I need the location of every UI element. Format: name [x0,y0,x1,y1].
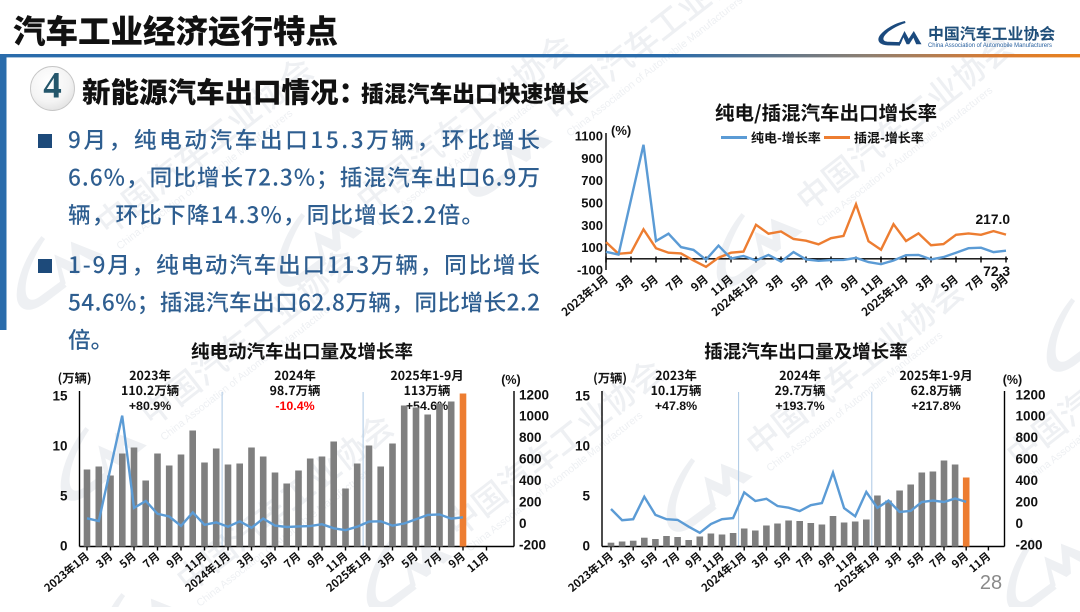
svg-text:-200: -200 [519,537,546,552]
svg-text:1200: 1200 [1016,387,1046,402]
svg-text:+47.8%: +47.8% [655,399,697,413]
svg-text:-200: -200 [1016,537,1043,552]
svg-text:China Association of Automobil: China Association of Automobile Manufact… [928,42,1053,49]
svg-text:+217.8%: +217.8% [911,399,960,413]
svg-text:800: 800 [1016,430,1039,445]
svg-text:100: 100 [581,240,603,255]
svg-text:72.3: 72.3 [983,264,1010,279]
svg-text:-100: -100 [577,262,603,277]
svg-text:200: 200 [1016,494,1039,509]
svg-text:15: 15 [52,388,68,403]
svg-text:+80.9%: +80.9% [129,399,171,413]
svg-text:(%): (%) [611,123,631,138]
svg-text:600: 600 [519,452,542,467]
svg-text:0: 0 [1016,516,1024,531]
svg-text:500: 500 [581,196,603,211]
svg-text:5: 5 [582,488,590,503]
svg-text:(%): (%) [501,373,520,387]
svg-text:10: 10 [52,438,67,453]
svg-text:600: 600 [1016,452,1039,467]
svg-text:1000: 1000 [519,409,549,424]
svg-text:0: 0 [60,538,68,553]
svg-text:300: 300 [581,218,603,233]
svg-text:900: 900 [581,151,603,166]
svg-text:400: 400 [1016,473,1039,488]
svg-text:+193.7%: +193.7% [775,399,824,413]
svg-text:-10.4%: -10.4% [275,399,314,413]
svg-text:1200: 1200 [519,387,549,402]
svg-text:15: 15 [575,388,591,403]
svg-text:0: 0 [519,516,527,531]
svg-text:5: 5 [60,488,68,503]
svg-text:1000: 1000 [1016,409,1046,424]
svg-text:(%): (%) [1003,373,1022,387]
svg-text:28: 28 [980,572,1002,594]
svg-text:10: 10 [575,438,590,453]
svg-text:217.0: 217.0 [975,212,1010,227]
svg-text:400: 400 [519,473,542,488]
svg-text:200: 200 [519,494,542,509]
svg-text:4: 4 [43,66,62,107]
svg-text:0: 0 [582,538,590,553]
svg-text:800: 800 [519,430,542,445]
svg-text:700: 700 [581,173,603,188]
svg-text:1100: 1100 [575,129,603,144]
